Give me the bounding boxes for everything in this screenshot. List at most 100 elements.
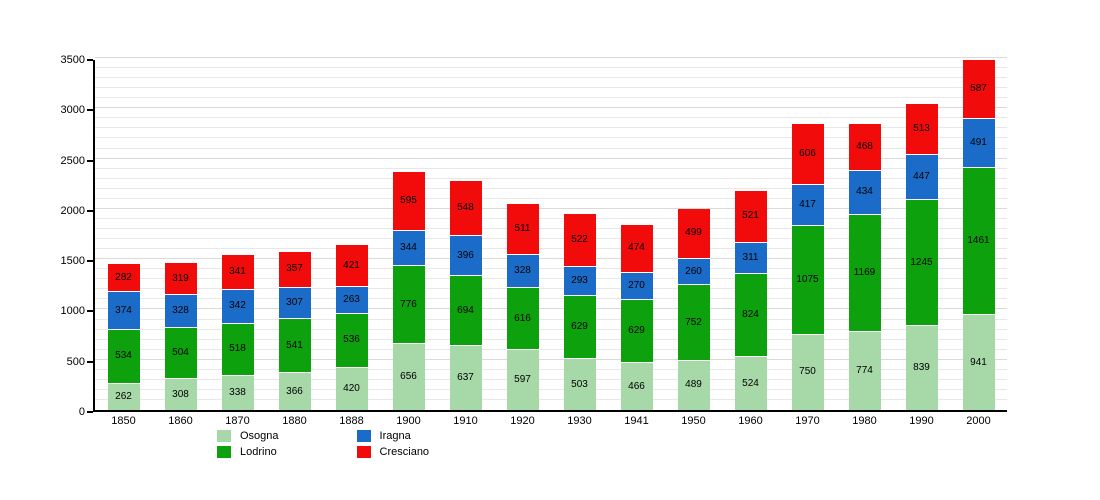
bar-segment-osogna-1990: 839 [905,325,938,410]
gridline [95,398,1007,400]
bar-segment-cresciano-1860: 319 [164,263,197,296]
bar-segment-osogna-1850: 262 [107,383,140,410]
y-axis-tick [87,59,93,61]
bar-segment-iragna-1900: 344 [392,231,425,266]
legend-item-osogna: Osogna [217,430,279,442]
bar-segment-osogna-1980: 774 [848,332,881,410]
bar-value-label: 263 [343,294,360,306]
gridline [95,227,1007,229]
gridline [95,378,1007,380]
bar-value-label: 521 [742,210,759,222]
bar-segment-cresciano-1880: 357 [278,252,311,288]
x-axis-label-1900: 1900 [396,415,421,427]
bar-value-label: 374 [115,304,132,316]
bar-segment-osogna-1880: 366 [278,373,311,410]
bar-segment-cresciano-1960: 521 [734,190,767,244]
bar-value-label: 282 [115,271,132,283]
bar-segment-iragna-1970: 417 [791,184,824,227]
bar-value-label: 513 [913,123,930,135]
bar-value-label: 468 [856,140,873,152]
gridline [95,268,1007,270]
gridline [95,157,1007,159]
legend-swatch-lodrino [217,446,231,458]
bar-segment-lodrino-1930: 629 [563,296,596,360]
bar-segment-iragna-1860: 328 [164,295,197,329]
gridline [95,57,1007,58]
y-axis-label: 2000 [60,204,85,217]
bar-value-label: 260 [685,265,702,277]
bar-segment-osogna-1950: 489 [677,360,710,410]
gridline [95,238,1007,240]
bar-segment-lodrino-1980: 1169 [848,214,881,333]
bar-value-label: 420 [343,382,360,394]
gridline [95,127,1007,129]
bar-value-label: 629 [571,321,588,333]
gridline [95,318,1007,320]
bar-value-label: 417 [799,199,816,210]
gridline [95,107,1007,109]
gridline [95,117,1007,119]
x-axis-label-1870: 1870 [225,415,250,427]
gridline [95,358,1007,360]
bar-segment-osogna-1920: 597 [506,349,539,410]
y-axis-tick [87,411,93,413]
x-axis-label-1990: 1990 [909,415,934,427]
plot-area: 262 534 374 282 308 504 328 319 338 518 342 341 366 5… [93,57,1007,412]
bar-segment-lodrino-1920: 616 [506,288,539,350]
x-axis-label-1920: 1920 [510,415,535,427]
bar-value-label: 262 [115,390,132,402]
bar-value-label: 319 [172,272,189,284]
legend-label-lodrino: Lodrino [240,446,277,458]
x-axis-label-1980: 1980 [852,415,877,427]
bar-value-label: 637 [457,371,474,383]
bar-value-label: 839 [913,361,930,373]
y-axis-label: 0 [78,406,85,418]
y-axis-label: 2500 [60,154,85,167]
x-axis-label-1860: 1860 [168,415,193,427]
x-axis-label-2000: 2000 [966,415,991,427]
x-axis-label-1941: 1941 [624,415,649,427]
bar-value-label: 548 [457,202,474,214]
legend-label-osogna: Osogna [240,430,279,442]
bar-segment-lodrino-1990: 1245 [905,200,938,326]
bar-segment-osogna-1930: 503 [563,359,596,410]
bar-value-label: 307 [286,296,303,308]
bar-value-label: 344 [400,242,417,254]
bar-value-label: 776 [400,298,417,310]
x-axis-label-1880: 1880 [282,415,307,427]
bar-segment-lodrino-1900: 776 [392,266,425,345]
bar-value-label: 434 [856,186,873,198]
gridline [95,197,1007,199]
bar-value-label: 342 [229,300,246,312]
bar-value-label: 656 [400,371,417,383]
gridline [95,248,1007,250]
bar-segment-iragna-1950: 260 [677,259,710,286]
bar-segment-iragna-2000: 491 [962,119,995,169]
bar-segment-cresciano-1941: 474 [620,225,653,273]
bar-segment-lodrino-1850: 534 [107,329,140,384]
bar-value-label: 396 [457,249,474,261]
bar-value-label: 774 [856,365,873,377]
bar-segment-lodrino-1870: 518 [221,323,254,377]
bar-segment-cresciano-2000: 587 [962,60,995,120]
legend-swatch-osogna [217,430,231,442]
bar-segment-osogna-1960: 524 [734,357,767,410]
bar-segment-lodrino-1880: 541 [278,318,311,374]
bar-value-label: 1461 [967,235,990,247]
bar-value-label: 518 [229,343,246,355]
legend-label-cresciano: Cresciano [379,446,430,458]
bar-segment-lodrino-1888: 536 [335,313,368,368]
bar-segment-osogna-1860: 308 [164,379,197,410]
bar-segment-iragna-1941: 270 [620,272,653,300]
bar-value-label: 606 [799,147,816,159]
bar-segment-cresciano-1990: 513 [905,103,938,156]
gridline [95,207,1007,209]
bar-value-label: 491 [970,137,987,149]
gridline [95,177,1007,179]
gridline [95,348,1007,350]
bar-segment-cresciano-1950: 499 [677,208,710,260]
bar-value-label: 541 [286,339,303,351]
bar-value-label: 522 [571,233,588,245]
legend-swatch-cresciano [356,446,371,458]
bar-value-label: 503 [571,378,588,390]
